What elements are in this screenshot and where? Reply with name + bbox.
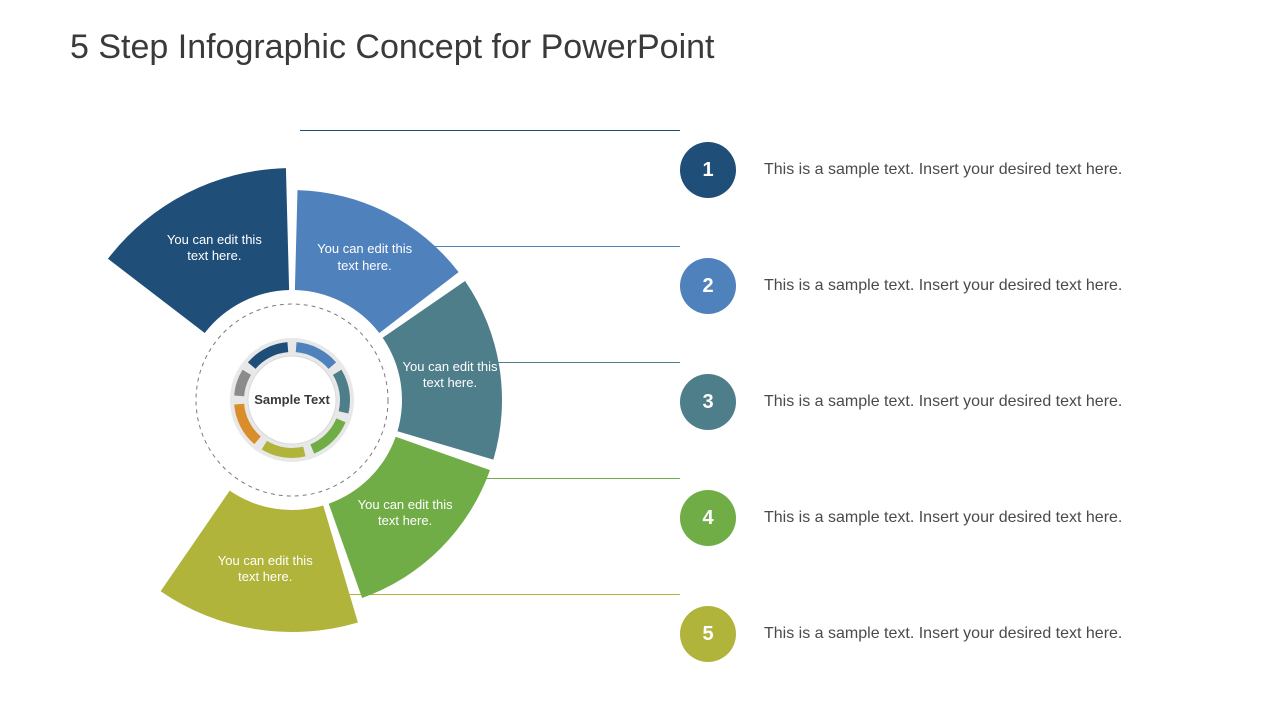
center-label: Sample Text: [252, 392, 332, 408]
step-description-5: This is a sample text. Insert your desir…: [764, 622, 1124, 645]
step-description-1: This is a sample text. Insert your desir…: [764, 158, 1124, 181]
step-number-badge-5: 5: [680, 606, 736, 662]
wheel-segment-5: [161, 491, 358, 632]
step-item-2: 2 This is a sample text. Insert your desi…: [680, 228, 1220, 344]
step-description-4: This is a sample text. Insert your desir…: [764, 506, 1124, 529]
step-description-3: This is a sample text. Insert your desir…: [764, 390, 1124, 413]
step-item-3: 3 This is a sample text. Insert your desi…: [680, 344, 1220, 460]
step-number-badge-3: 3: [680, 374, 736, 430]
step-item-1: 1 This is a sample text. Insert your desi…: [680, 112, 1220, 228]
wheel-chart: You can edit this text here.You can edit…: [60, 120, 560, 680]
step-item-5: 5 This is a sample text. Insert your desi…: [680, 576, 1220, 692]
page-title: 5 Step Infographic Concept for PowerPoin…: [70, 28, 715, 67]
step-number-badge-1: 1: [680, 142, 736, 198]
wheel-segment-1: [108, 168, 289, 333]
step-item-4: 4 This is a sample text. Insert your desi…: [680, 460, 1220, 576]
step-description-2: This is a sample text. Insert your desir…: [764, 274, 1124, 297]
step-number-badge-4: 4: [680, 490, 736, 546]
step-number-badge-2: 2: [680, 258, 736, 314]
wheel-segment-4: [329, 437, 490, 598]
steps-list: 1 This is a sample text. Insert your desi…: [680, 112, 1220, 692]
